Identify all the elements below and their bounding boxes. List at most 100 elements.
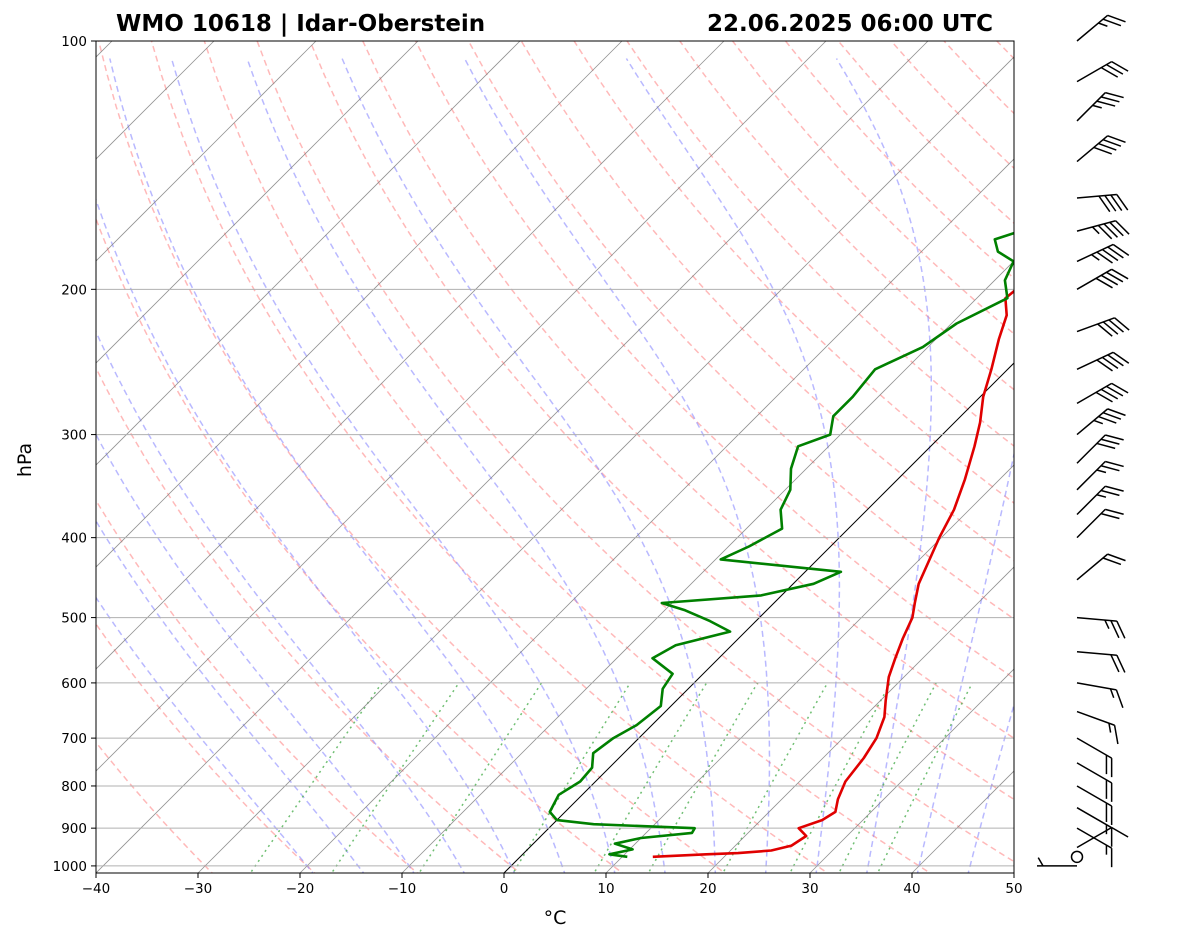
isotherm xyxy=(605,464,1014,873)
mixing-ratio-line xyxy=(647,682,759,873)
isotherm xyxy=(96,41,827,772)
barb-full xyxy=(1100,388,1119,400)
barb-full xyxy=(1096,100,1116,107)
barb-full xyxy=(1108,319,1124,333)
dry-adiabat xyxy=(414,41,1014,680)
moist-adiabat xyxy=(625,58,841,873)
dry-adiabat xyxy=(203,41,932,873)
wind-barb xyxy=(1076,220,1130,240)
barb-full xyxy=(1101,356,1119,369)
moist-adiabat xyxy=(109,58,566,873)
plot-frame xyxy=(95,40,1015,874)
wind-barb xyxy=(1076,616,1126,639)
barb-full xyxy=(1106,63,1124,75)
barb-full xyxy=(1116,194,1129,211)
barb-full xyxy=(1100,66,1119,78)
dry-adiabat xyxy=(573,41,1014,504)
y-tick-label: 700 xyxy=(61,731,87,747)
barb-staff xyxy=(1076,193,1117,199)
isotherm xyxy=(401,260,1014,873)
barb-staff xyxy=(1076,382,1113,405)
barb-full xyxy=(1102,412,1122,420)
barb-half xyxy=(1093,419,1104,425)
barb-full xyxy=(1113,725,1119,745)
barb-full xyxy=(1100,438,1120,445)
barb-full xyxy=(1102,557,1122,566)
isotherm xyxy=(197,56,1014,873)
y-tick-label: 1000 xyxy=(53,859,87,875)
barb-full xyxy=(1100,512,1120,520)
barb-full xyxy=(1106,271,1124,283)
barb-full xyxy=(1107,14,1126,23)
mixing-ratio-line xyxy=(249,682,383,873)
wind-barb xyxy=(1076,317,1130,337)
barb-staff xyxy=(1076,807,1113,829)
dry-adiabat xyxy=(97,41,727,873)
y-tick-label: 800 xyxy=(61,779,87,795)
wind-barb xyxy=(1070,850,1084,864)
x-tick-label: 50 xyxy=(1005,881,1022,897)
dewpoint-line xyxy=(548,213,1014,859)
x-axis-label: °C xyxy=(544,907,567,929)
barb-full xyxy=(1096,442,1116,450)
y-tick-label: 400 xyxy=(61,531,87,547)
wind-barb xyxy=(1076,553,1126,581)
dry-adiabat xyxy=(96,499,419,873)
barb-staff xyxy=(1076,508,1106,539)
barb-full xyxy=(1112,351,1130,364)
x-tick-label: 0 xyxy=(500,881,509,897)
dry-adiabat xyxy=(96,366,521,873)
isotherm xyxy=(96,41,521,466)
barb-half xyxy=(1109,688,1115,698)
barb-full xyxy=(1095,391,1113,403)
wind-barb xyxy=(1076,650,1126,673)
wind-barb xyxy=(1076,135,1126,163)
barb-full xyxy=(1100,96,1120,103)
barb-full xyxy=(1111,60,1129,72)
barb-staff xyxy=(1076,460,1106,491)
dry-adiabat xyxy=(890,41,1014,170)
barb-full xyxy=(1116,654,1126,673)
dry-adiabat xyxy=(1103,41,1181,877)
y-tick-label: 100 xyxy=(61,34,87,50)
barb-staff xyxy=(1076,408,1109,436)
barb-full xyxy=(1100,489,1120,497)
barb-full xyxy=(1115,220,1130,235)
barb-full xyxy=(1096,251,1113,264)
barb-staff xyxy=(1076,485,1106,516)
dry-adiabat xyxy=(996,41,1014,60)
moist-adiabat xyxy=(170,58,616,873)
barb-staff xyxy=(1076,14,1109,42)
dry-adiabat xyxy=(1050,41,1181,877)
wind-barb xyxy=(1076,91,1124,122)
isotherm xyxy=(911,770,1014,873)
wind-barbs xyxy=(1037,14,1130,868)
wind-barb xyxy=(1076,14,1126,42)
y-tick-label: 300 xyxy=(61,428,87,444)
barb-staff xyxy=(1076,135,1109,163)
chart-title-station: WMO 10618 | Idar-Oberstein xyxy=(116,11,485,37)
barb-staff xyxy=(1076,762,1113,784)
moist-adiabat xyxy=(96,330,466,873)
x-tick-label: 20 xyxy=(699,881,716,897)
dry-adiabat xyxy=(943,41,1014,115)
x-tick-label: −40 xyxy=(82,881,111,897)
barb-full xyxy=(1100,465,1120,472)
barb-full xyxy=(1112,243,1130,256)
barb-half xyxy=(1091,226,1100,235)
y-tick-label: 200 xyxy=(61,282,87,298)
barb-full xyxy=(1098,195,1111,213)
barb-full xyxy=(1114,317,1130,331)
dry-adiabat xyxy=(96,216,624,873)
dry-adiabat xyxy=(1155,41,1181,877)
barb-full xyxy=(1111,268,1129,280)
barb-full xyxy=(1110,654,1120,673)
dry-adiabat xyxy=(784,41,1014,280)
barb-half xyxy=(1108,723,1112,733)
isotherm xyxy=(1013,872,1014,873)
barb-full xyxy=(1105,485,1124,492)
moist-adiabat xyxy=(96,519,365,873)
barb-half xyxy=(1096,493,1107,498)
